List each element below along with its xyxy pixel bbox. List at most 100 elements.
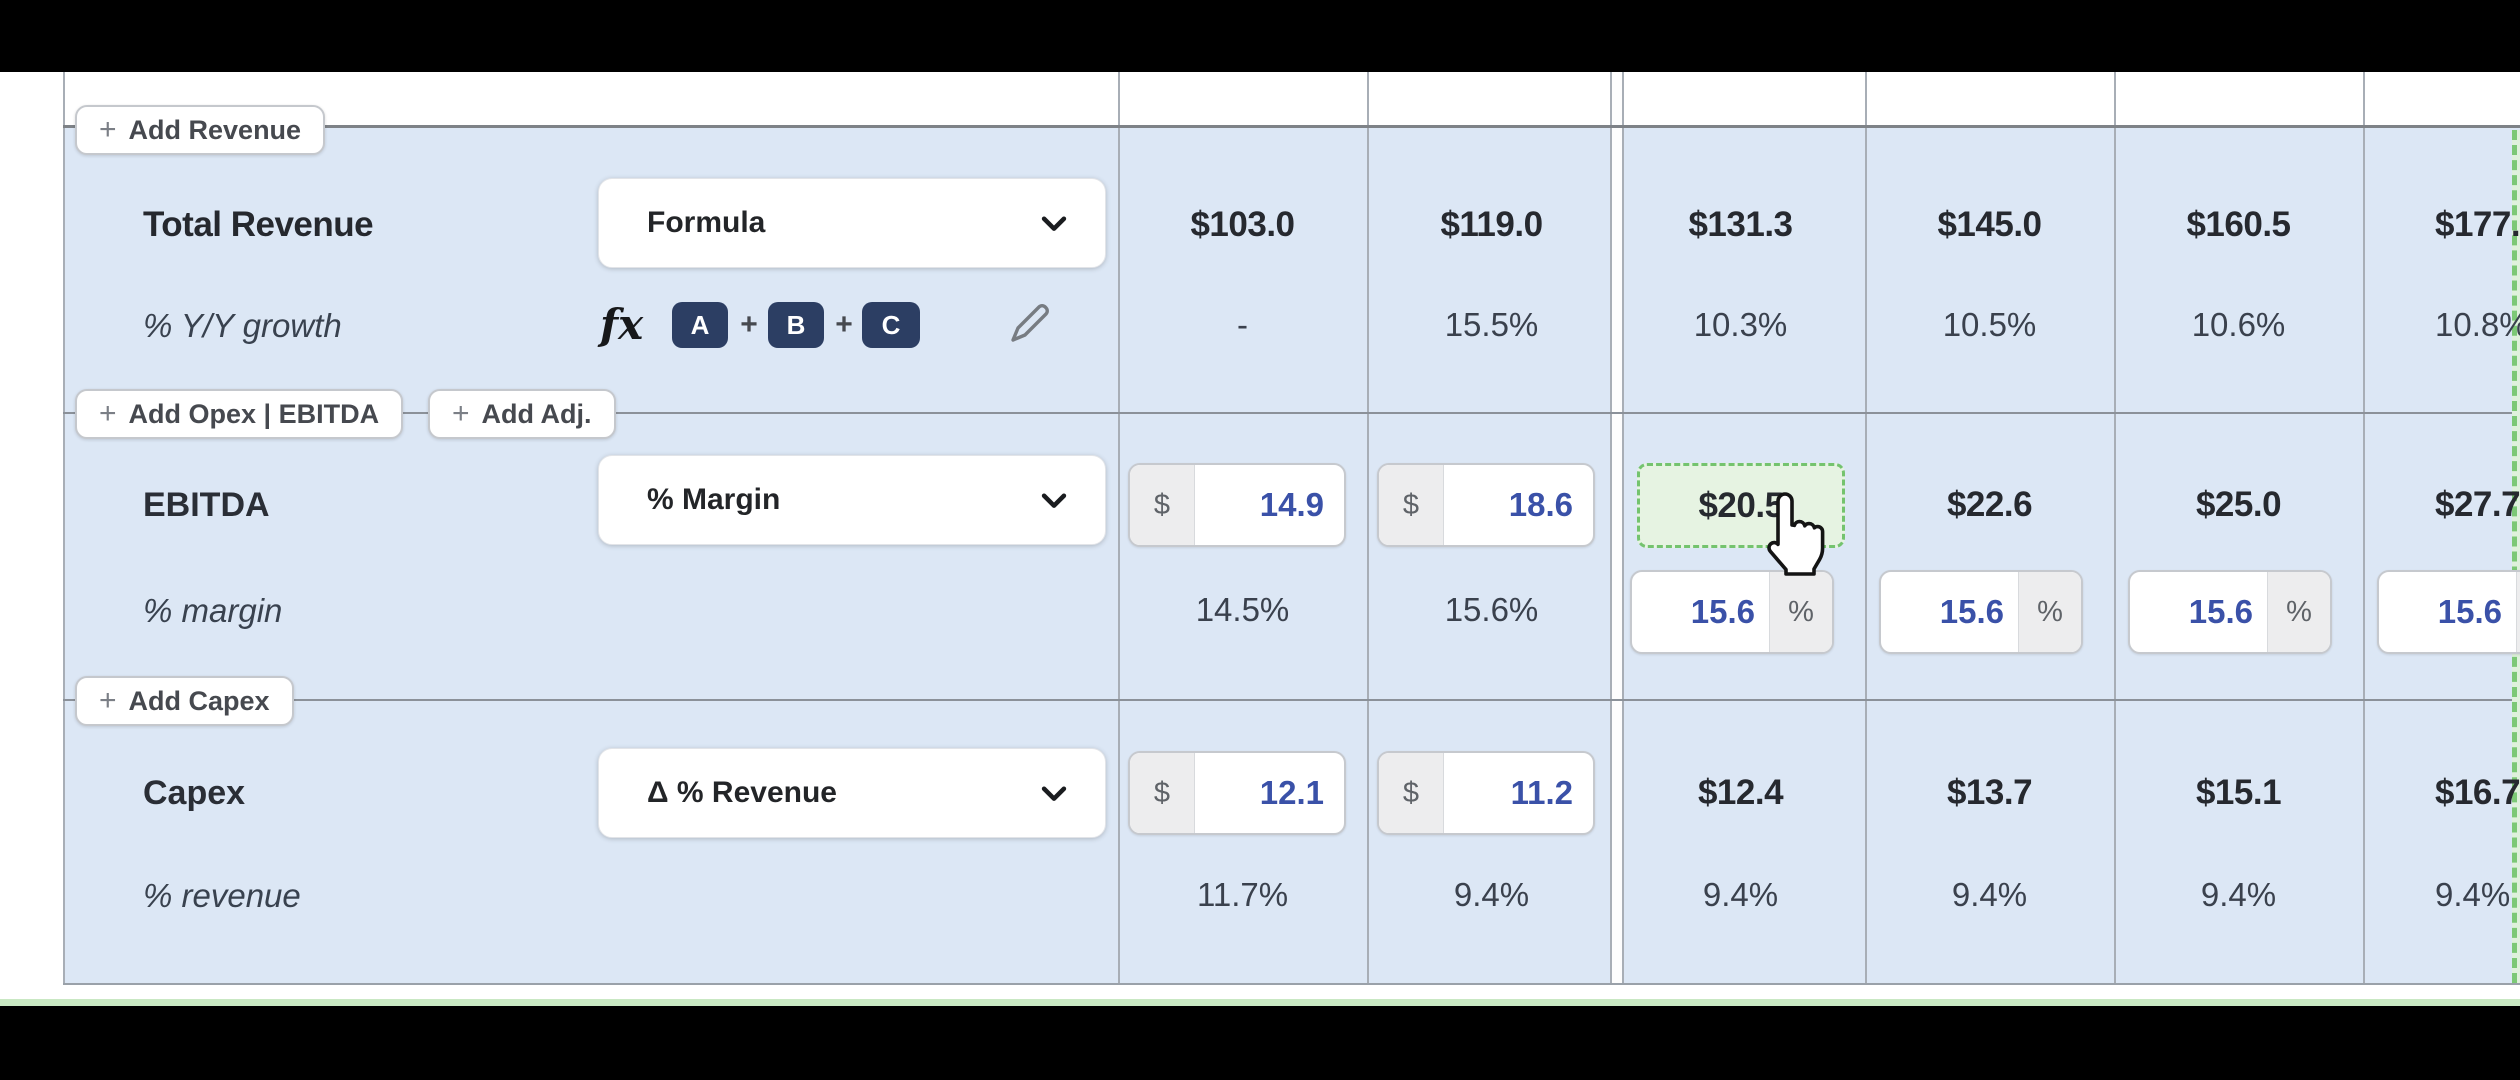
next-column-highlight-edge bbox=[2512, 130, 2520, 983]
pct-revenue-value: 9.4% bbox=[1453, 876, 1530, 913]
dollar-prefix: $ bbox=[1130, 465, 1195, 545]
formula-plus-operator: + bbox=[835, 308, 853, 341]
section-divider-ebitda bbox=[63, 412, 2520, 414]
row-label-yoy-growth: % Y/Y growth bbox=[143, 307, 342, 344]
plus-icon: + bbox=[452, 397, 470, 430]
chevron-down-icon bbox=[1041, 786, 1067, 801]
add-revenue-button[interactable]: + Add Revenue bbox=[75, 105, 326, 155]
margin-input-value: 15.6 bbox=[2437, 593, 2502, 630]
margin-value: 14.5% bbox=[1195, 591, 1290, 628]
total-revenue-value: $177. bbox=[2435, 205, 2520, 244]
pct-revenue-value: 9.4% bbox=[1702, 876, 1779, 913]
add-opex-label: Add Opex | EBITDA bbox=[128, 398, 380, 429]
hand-pointer-cursor bbox=[1767, 492, 1825, 576]
margin-input-cell[interactable]: 15.6 % bbox=[2128, 570, 2332, 654]
chevron-down-icon bbox=[1041, 216, 1067, 231]
row-label-ebitda: EBITDA bbox=[143, 486, 270, 524]
formula-term-b-badge[interactable]: B bbox=[768, 302, 824, 348]
yoy-growth-value: - bbox=[1237, 306, 1248, 343]
pct-revenue-value: 9.4% bbox=[2200, 876, 2277, 913]
column-divider bbox=[2114, 72, 2116, 983]
row-label-pct-revenue: % revenue bbox=[143, 877, 301, 914]
ebitda-value: $22.6 bbox=[1946, 485, 2033, 524]
margin-input-cell[interactable]: 15.6 % bbox=[1630, 570, 1834, 654]
column-divider bbox=[1865, 72, 1867, 983]
percent-suffix: % bbox=[2018, 572, 2081, 652]
ebitda-input-cell[interactable]: $ 14.9 bbox=[1128, 463, 1346, 547]
margin-input-value: 15.6 bbox=[1690, 593, 1755, 630]
percent-suffix: % bbox=[2516, 572, 2520, 652]
formula-term-a-badge[interactable]: A bbox=[672, 302, 728, 348]
percent-suffix: % bbox=[1769, 572, 1832, 652]
plus-icon: + bbox=[99, 397, 117, 430]
letterbox-top bbox=[0, 0, 2520, 72]
total-revenue-value: $131.3 bbox=[1688, 205, 1793, 244]
row-label-total-revenue: Total Revenue bbox=[143, 205, 374, 244]
add-opex-ebitda-button[interactable]: + Add Opex | EBITDA bbox=[75, 389, 404, 439]
ebitda-value: $27.7 bbox=[2435, 485, 2520, 524]
dollar-prefix: $ bbox=[1379, 753, 1444, 833]
plus-icon: + bbox=[99, 684, 117, 717]
capex-value: $16.7 bbox=[2435, 773, 2520, 812]
margin-input-cell[interactable]: 15.6 % bbox=[2377, 570, 2520, 654]
capex-method-dropdown[interactable]: Δ % Revenue bbox=[598, 748, 1106, 838]
pct-revenue-value: 9.4% bbox=[2435, 876, 2511, 913]
formula-term-c-badge[interactable]: C bbox=[862, 302, 920, 348]
margin-input-value: 15.6 bbox=[1939, 593, 2004, 630]
add-capex-label: Add Capex bbox=[128, 685, 270, 716]
ebitda-input-value: 18.6 bbox=[1508, 486, 1573, 523]
total-revenue-value: $119.0 bbox=[1440, 205, 1543, 244]
column-divider bbox=[1367, 72, 1369, 983]
table-bottom-border bbox=[63, 983, 2520, 985]
capex-input-value: 12.1 bbox=[1259, 774, 1324, 811]
table-top-border bbox=[63, 125, 2520, 128]
ebitda-method-dropdown[interactable]: % Margin bbox=[598, 455, 1106, 545]
ebitda-input-value: 14.9 bbox=[1259, 486, 1324, 523]
ebitda-input-cell[interactable]: $ 18.6 bbox=[1377, 463, 1595, 547]
percent-suffix: % bbox=[2267, 572, 2330, 652]
capex-value: $12.4 bbox=[1697, 773, 1784, 812]
pct-revenue-value: 9.4% bbox=[1951, 876, 2028, 913]
table-background bbox=[63, 128, 2520, 983]
yoy-growth-value: 10.5% bbox=[1942, 306, 2037, 343]
add-capex-button[interactable]: + Add Capex bbox=[75, 676, 294, 726]
ebitda-method-value: % Margin bbox=[647, 483, 781, 516]
capex-value: $15.1 bbox=[2195, 773, 2282, 812]
capex-value: $13.7 bbox=[1946, 773, 2033, 812]
next-row-highlight-strip bbox=[0, 999, 2520, 1006]
total-revenue-value: $160.5 bbox=[2186, 205, 2291, 244]
ebitda-value: $25.0 bbox=[2195, 485, 2282, 524]
dollar-prefix: $ bbox=[1379, 465, 1444, 545]
total-revenue-value: $145.0 bbox=[1937, 205, 2042, 244]
letterbox-bottom bbox=[0, 1006, 2520, 1080]
margin-input-value: 15.6 bbox=[2188, 593, 2253, 630]
fx-icon: fx bbox=[600, 300, 644, 349]
margin-input-cell[interactable]: 15.6 % bbox=[1879, 570, 2083, 654]
yoy-growth-value: 10.3% bbox=[1693, 306, 1788, 343]
add-adjustment-button[interactable]: + Add Adj. bbox=[428, 389, 616, 439]
column-divider bbox=[2363, 72, 2365, 983]
capex-input-value: 11.2 bbox=[1510, 774, 1573, 811]
margin-value: 15.6% bbox=[1444, 591, 1539, 628]
dollar-prefix: $ bbox=[1130, 753, 1195, 833]
revenue-method-value: Formula bbox=[647, 206, 766, 239]
yoy-growth-value: 15.5% bbox=[1444, 306, 1539, 343]
column-divider bbox=[1610, 72, 1612, 983]
historical-forecast-gap bbox=[1612, 72, 1622, 983]
total-revenue-value: $103.0 bbox=[1190, 205, 1295, 244]
capex-input-cell[interactable]: $ 12.1 bbox=[1128, 751, 1346, 835]
column-divider bbox=[1118, 72, 1120, 983]
capex-method-value: Δ % Revenue bbox=[647, 776, 837, 809]
add-adj-label: Add Adj. bbox=[481, 398, 592, 429]
revenue-method-dropdown[interactable]: Formula bbox=[598, 178, 1106, 268]
formula-plus-operator: + bbox=[740, 308, 758, 341]
yoy-growth-value: 10.8% bbox=[2435, 306, 2520, 343]
section-divider-capex bbox=[63, 699, 2520, 701]
add-revenue-label: Add Revenue bbox=[128, 114, 302, 145]
row-label-margin: % margin bbox=[143, 592, 283, 629]
yoy-growth-value: 10.6% bbox=[2191, 306, 2286, 343]
column-divider bbox=[1622, 72, 1624, 983]
pencil-icon[interactable] bbox=[1005, 300, 1053, 348]
capex-input-cell[interactable]: $ 11.2 bbox=[1377, 751, 1595, 835]
